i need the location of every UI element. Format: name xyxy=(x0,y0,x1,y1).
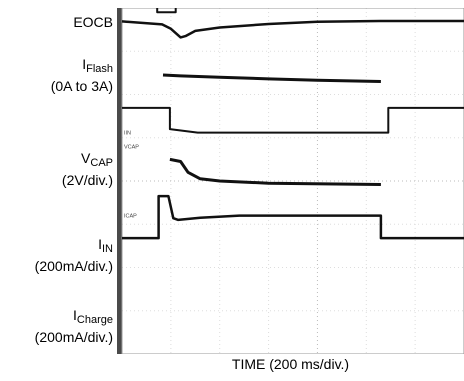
x-axis-label: TIME (200 ms/div.) xyxy=(231,356,350,372)
channel-label-icharge: ICharge (200mA/div.) xyxy=(35,307,113,346)
iflash-scale: (0A to 3A) xyxy=(50,78,113,94)
plot-grid xyxy=(122,8,464,354)
trace-vcap-line2 xyxy=(162,73,381,83)
marker-tag-icap: ICAP xyxy=(124,214,137,220)
icharge-scale: (200mA/div.) xyxy=(34,329,113,345)
trace-icap xyxy=(122,194,464,240)
eocb-label: EOCB xyxy=(73,14,113,30)
icharge-sub: Charge xyxy=(76,314,113,326)
trace-iin xyxy=(122,106,464,134)
iin-label: I xyxy=(98,236,102,252)
marker-tag-group: EOCBVSENSEVCAPIINICAP xyxy=(124,131,139,220)
vcap-scale: (2V/div.) xyxy=(61,172,113,188)
icharge-label: I xyxy=(73,307,77,323)
channel-label-vcap: VCAP (2V/div.) xyxy=(62,150,113,189)
marker-tag-vcap: VCAP xyxy=(124,144,139,150)
vcap-sub: CAP xyxy=(90,157,113,169)
oscilloscope-plot: EOCBVSENSEVCAPIINICAP xyxy=(117,8,464,354)
iin-scale: (200mA/div.) xyxy=(34,258,113,274)
trace-vsense xyxy=(156,8,177,14)
trace-vcap xyxy=(121,19,464,39)
channel-label-iin: IIN (200mA/div.) xyxy=(35,236,113,275)
left-edge-bar xyxy=(117,8,122,354)
channel-label-iflash: IFlash (0A to 3A) xyxy=(51,56,113,95)
iin-sub: IN xyxy=(102,243,113,255)
iflash-sub: Flash xyxy=(86,63,113,75)
marker-tag-iin: IIN xyxy=(124,131,131,137)
trace-group xyxy=(121,8,464,240)
vcap-label: V xyxy=(81,150,91,166)
trace-iin-line2 xyxy=(169,157,381,186)
plot-border xyxy=(121,8,464,354)
channel-label-eocb: EOCB xyxy=(73,14,113,31)
iflash-label: I xyxy=(82,56,87,72)
